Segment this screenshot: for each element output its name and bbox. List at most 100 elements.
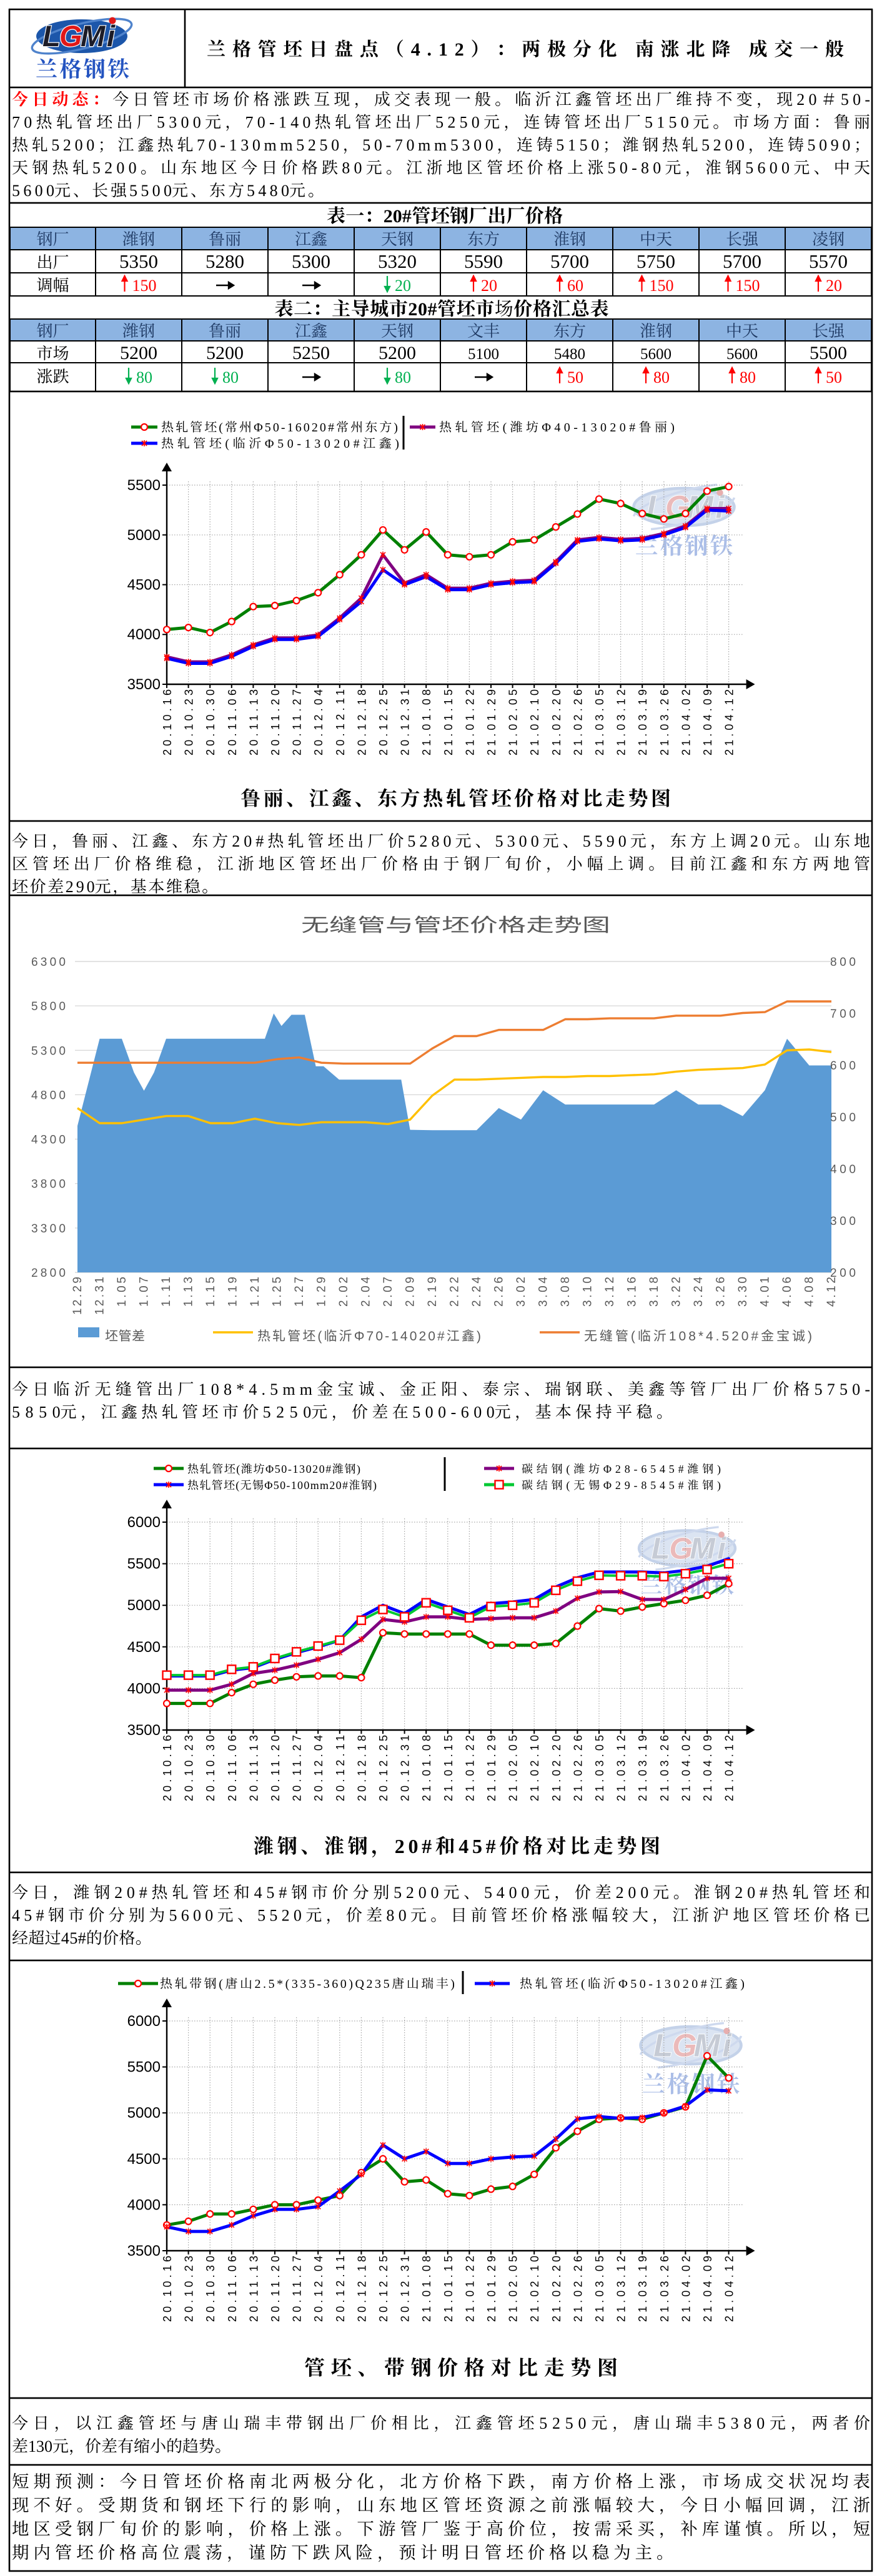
svg-text:290: 290 [66, 878, 95, 896]
svg-text:4.12: 4.12 [411, 39, 464, 60]
svg-text:20.11.27: 20.11.27 [291, 1735, 304, 1801]
svg-text:3500: 3500 [127, 2243, 161, 2259]
svg-text:5350: 5350 [119, 250, 158, 272]
svg-text:4.12: 4.12 [825, 1277, 838, 1307]
svg-text:21.03.05: 21.03.05 [593, 2256, 606, 2322]
svg-text:108*4.5mm: 108*4.5mm [199, 1380, 312, 1399]
svg-text:20.12.25: 20.12.25 [377, 2256, 390, 2322]
svg-text:5590: 5590 [583, 832, 627, 850]
svg-text:3.26: 3.26 [715, 1277, 728, 1307]
svg-text:21.03.12: 21.03.12 [615, 1735, 628, 1801]
svg-text:4500: 4500 [127, 2151, 161, 2168]
svg-text:21.01.22: 21.01.22 [463, 1735, 476, 1801]
svg-text:60: 60 [567, 277, 583, 295]
svg-text:5380: 5380 [718, 2414, 765, 2432]
svg-text:4800: 4800 [31, 1089, 66, 1102]
svg-text:50: 50 [826, 368, 842, 386]
svg-text:G: G [672, 2027, 696, 2063]
svg-text:(: ( [581, 1977, 585, 1991]
svg-text:21.01.22: 21.01.22 [463, 689, 476, 755]
svg-text:150: 150 [650, 277, 674, 295]
svg-text:20.10.23: 20.10.23 [183, 1735, 196, 1801]
svg-text:4500: 4500 [127, 577, 161, 594]
svg-text:400: 400 [830, 1163, 856, 1176]
svg-text:20.10.16: 20.10.16 [161, 2256, 174, 2322]
svg-text:20.10.23: 20.10.23 [183, 689, 196, 755]
svg-text:Φ29-8545#: Φ29-8545# [603, 1479, 684, 1492]
svg-text:6300: 6300 [31, 956, 66, 969]
svg-text:20.11.13: 20.11.13 [247, 2256, 260, 2322]
svg-text:(: ( [225, 437, 229, 451]
svg-text:5500: 5500 [127, 1556, 161, 1573]
svg-text:5500: 5500 [810, 343, 847, 363]
svg-text:21.03.19: 21.03.19 [637, 2256, 649, 2322]
svg-text:5700: 5700 [723, 250, 761, 272]
svg-text:45#: 45# [12, 1907, 44, 1925]
svg-text:5150: 5150 [556, 136, 599, 154]
svg-text:5000: 5000 [127, 2105, 161, 2121]
svg-text:12.29: 12.29 [71, 1277, 84, 1315]
svg-text:6000: 6000 [127, 1514, 161, 1531]
svg-text:20.11.06: 20.11.06 [226, 2256, 239, 2322]
svg-text:21.03.05: 21.03.05 [593, 1735, 606, 1801]
svg-text:M: M [687, 489, 715, 524]
svg-text:21.02.20: 21.02.20 [550, 2256, 563, 2322]
svg-text:5300: 5300 [495, 832, 539, 850]
svg-text:21.02.10: 21.02.10 [528, 689, 541, 755]
svg-text:20.12.11: 20.12.11 [334, 1735, 347, 1801]
svg-text:5090: 5090 [808, 136, 851, 154]
svg-text:20.11.20: 20.11.20 [269, 1735, 282, 1801]
svg-text:M: M [690, 1532, 716, 1566]
svg-text:5570: 5570 [809, 250, 848, 272]
svg-text:2.04: 2.04 [360, 1277, 373, 1307]
svg-text:20.11.20: 20.11.20 [269, 689, 282, 755]
svg-text:L: L [653, 2027, 673, 2063]
svg-text:1.25: 1.25 [271, 1277, 284, 1307]
svg-text:21.02.20: 21.02.20 [550, 1735, 563, 1801]
svg-text:L: L [42, 19, 61, 52]
svg-text:Φ50-100mm20#: Φ50-100mm20# [264, 1479, 348, 1492]
svg-text:3.12: 3.12 [603, 1277, 617, 1307]
svg-text:20#: 20# [408, 299, 437, 320]
svg-text:20.10.30: 20.10.30 [204, 689, 217, 755]
svg-text:21.01.29: 21.01.29 [485, 2256, 498, 2322]
svg-text:(: ( [236, 1463, 240, 1476]
svg-text:(: ( [235, 1479, 239, 1492]
svg-text:20.12.31: 20.12.31 [399, 689, 412, 755]
svg-text:21.04.02: 21.04.02 [680, 1735, 692, 1801]
svg-text:80: 80 [395, 368, 411, 386]
svg-text:50-80: 50-80 [608, 159, 662, 177]
svg-text:5750: 5750 [637, 250, 675, 272]
svg-text:i: i [717, 1532, 726, 1566]
svg-text:5200: 5200 [206, 343, 244, 363]
svg-text:5280: 5280 [206, 250, 244, 272]
svg-text:5320: 5320 [378, 250, 417, 272]
svg-text:20.12.18: 20.12.18 [355, 1735, 368, 1801]
svg-text:700: 700 [830, 1008, 856, 1021]
svg-text:1.19: 1.19 [227, 1277, 240, 1307]
svg-text:1.05: 1.05 [116, 1277, 129, 1307]
svg-text:5600: 5600 [12, 182, 54, 200]
svg-text:50-: 50- [841, 91, 870, 109]
svg-text:20.12.18: 20.12.18 [355, 2256, 368, 2322]
svg-text:3.08: 3.08 [559, 1277, 572, 1307]
svg-text:2.22: 2.22 [448, 1277, 462, 1307]
svg-text:21.01.15: 21.01.15 [442, 1735, 455, 1801]
svg-text:21.01.29: 21.01.29 [485, 689, 498, 755]
svg-text:5250: 5250 [263, 1404, 312, 1422]
svg-text:21.04.09: 21.04.09 [701, 2256, 714, 2322]
svg-text:4.01: 4.01 [759, 1277, 772, 1307]
svg-text:20.11.06: 20.11.06 [226, 1735, 239, 1801]
svg-text:5100: 5100 [468, 346, 499, 363]
svg-text:4000: 4000 [127, 1680, 161, 1697]
svg-text:6000: 6000 [127, 2013, 161, 2030]
svg-text:21.01.22: 21.01.22 [463, 2256, 476, 2322]
svg-text:20.11.27: 20.11.27 [291, 2256, 304, 2322]
svg-text:21.01.08: 21.01.08 [420, 689, 433, 755]
svg-text:21.04.09: 21.04.09 [701, 1735, 714, 1801]
svg-text:5200: 5200 [701, 136, 745, 154]
svg-text:21.02.05: 21.02.05 [507, 1735, 520, 1801]
svg-text:2.26: 2.26 [493, 1277, 506, 1307]
svg-text:5250: 5250 [435, 114, 480, 132]
svg-text:5200: 5200 [51, 136, 94, 154]
